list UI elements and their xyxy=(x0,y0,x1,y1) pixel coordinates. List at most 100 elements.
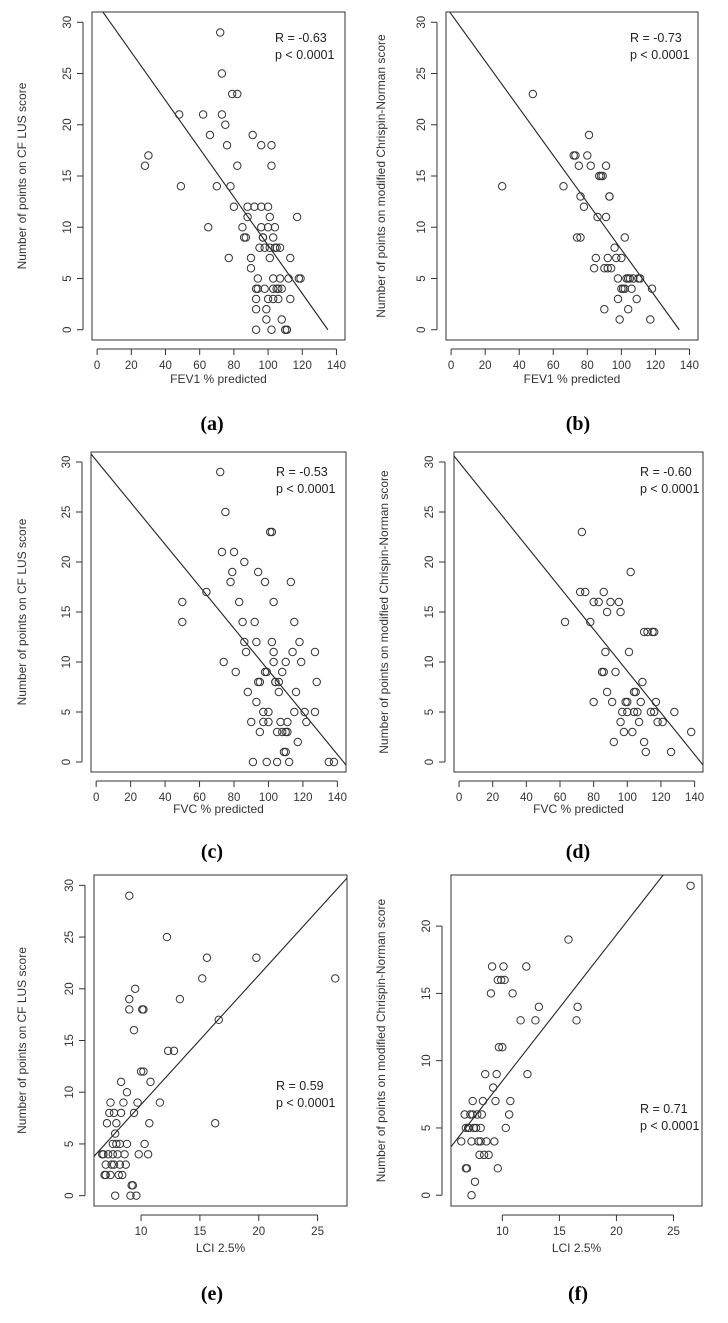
data-point xyxy=(497,975,506,985)
data-point xyxy=(610,243,619,252)
data-point xyxy=(602,687,612,697)
data-point xyxy=(494,1043,504,1052)
data-point xyxy=(253,677,263,687)
data-point xyxy=(467,1191,476,1200)
x-tick-label: 10 xyxy=(135,1226,148,1238)
data-point xyxy=(101,1160,110,1169)
data-point xyxy=(598,171,607,181)
data-point xyxy=(119,1098,128,1107)
data-point xyxy=(589,597,598,607)
data-point xyxy=(248,130,257,140)
data-point xyxy=(475,1150,484,1160)
data-point xyxy=(471,1123,481,1133)
data-point xyxy=(279,747,289,757)
data-point xyxy=(102,1119,112,1128)
data-point xyxy=(133,1098,142,1107)
data-point xyxy=(476,1137,485,1146)
data-point xyxy=(163,1046,173,1056)
data-point xyxy=(611,667,620,677)
data-point xyxy=(260,667,270,677)
data-point xyxy=(267,527,277,537)
data-point xyxy=(623,305,633,314)
data-point xyxy=(460,1110,469,1119)
data-point xyxy=(283,717,292,727)
data-point xyxy=(275,243,285,252)
data-point xyxy=(110,1129,120,1138)
data-point xyxy=(229,547,239,557)
data-point xyxy=(478,1096,488,1106)
data-point xyxy=(211,1119,220,1128)
data-point xyxy=(650,707,659,717)
y-tick-label: 25 xyxy=(62,67,74,80)
x-axis-title: FEV1 % predicted xyxy=(170,372,267,386)
data-point xyxy=(253,567,263,577)
data-point xyxy=(263,223,273,232)
data-point xyxy=(229,202,239,211)
data-point xyxy=(265,243,274,252)
x-tick-label: 0 xyxy=(448,360,454,372)
data-point xyxy=(613,274,623,283)
data-point xyxy=(275,274,285,283)
data-point xyxy=(125,1005,134,1014)
data-point xyxy=(222,141,232,150)
data-point xyxy=(331,974,340,983)
data-point xyxy=(482,1137,491,1146)
data-point xyxy=(241,233,251,242)
data-point xyxy=(468,1096,477,1106)
data-point xyxy=(178,597,187,607)
data-point xyxy=(269,657,278,667)
data-point xyxy=(291,687,301,697)
data-point xyxy=(616,607,625,617)
data-point xyxy=(292,212,302,222)
y-tick-label: 10 xyxy=(64,1086,76,1099)
data-point xyxy=(146,1077,155,1087)
data-point xyxy=(639,737,649,747)
data-point xyxy=(205,130,215,140)
data-point xyxy=(143,1150,153,1159)
x-tick-label: 20 xyxy=(125,360,138,372)
data-point xyxy=(272,727,282,737)
plot-frame xyxy=(453,451,704,773)
data-point xyxy=(284,757,294,767)
data-point xyxy=(120,1150,129,1159)
data-point xyxy=(594,597,603,607)
data-point xyxy=(280,325,290,334)
data-point xyxy=(265,527,275,537)
y-tick-label: 20 xyxy=(421,920,433,933)
correlation-r-label: R = 0.71 xyxy=(640,1102,688,1116)
data-point xyxy=(487,962,497,971)
data-point xyxy=(269,647,278,657)
data-point xyxy=(109,1108,119,1118)
data-point xyxy=(641,747,650,757)
data-point xyxy=(601,647,610,657)
data-point xyxy=(262,315,271,324)
data-point xyxy=(288,647,297,657)
data-point xyxy=(586,161,595,170)
data-point xyxy=(489,1083,498,1092)
data-point xyxy=(310,707,320,717)
data-point xyxy=(212,182,221,191)
data-point xyxy=(243,687,252,697)
data-point xyxy=(476,1123,485,1133)
data-point xyxy=(106,1098,115,1107)
data-point xyxy=(228,567,237,577)
data-point xyxy=(250,202,259,211)
x-tick-label: 15 xyxy=(194,1226,207,1238)
data-point xyxy=(116,1077,126,1087)
x-axis-title: FEV1 % predicted xyxy=(524,372,621,386)
y-tick-label: 5 xyxy=(61,709,73,715)
data-point xyxy=(264,717,273,727)
x-tick-label: 120 xyxy=(293,792,312,804)
data-point xyxy=(267,637,277,647)
data-point xyxy=(601,161,611,170)
data-point xyxy=(629,274,638,283)
data-point xyxy=(283,727,292,737)
y-axis-title: Number of points on modified Chrispin-No… xyxy=(377,470,391,754)
y-tick-label: 25 xyxy=(416,67,428,80)
y-tick-label: 20 xyxy=(416,118,428,131)
correlation-r-label: R = -0.60 xyxy=(640,465,692,479)
data-point xyxy=(572,233,582,242)
data-point xyxy=(274,294,283,304)
data-point xyxy=(276,717,285,727)
